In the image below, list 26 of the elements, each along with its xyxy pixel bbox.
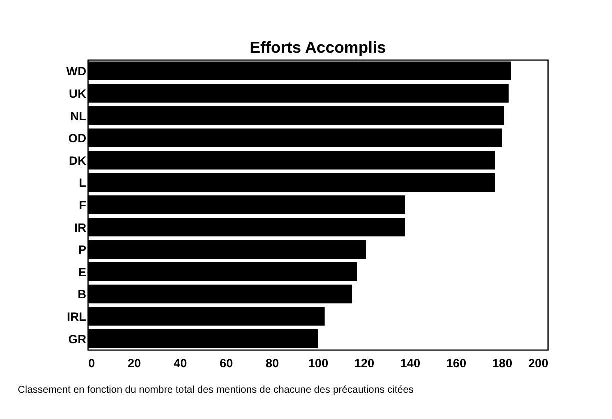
chart-title: Efforts Accomplis [250, 40, 386, 57]
y-tick-label: B [78, 288, 87, 302]
y-tick-label: WD [66, 64, 87, 79]
y-tick-label: UK [69, 86, 87, 101]
x-tick-label: 80 [266, 356, 280, 370]
x-tick-label: 40 [174, 356, 188, 370]
x-tick-label: 200 [528, 356, 549, 370]
x-tick-label: 20 [128, 356, 142, 370]
y-tick-label: IRL [67, 310, 86, 324]
x-tick-label: 120 [354, 356, 375, 370]
y-tick-label: P [78, 243, 86, 258]
y-tick-label: NL [70, 109, 86, 124]
y-tick-label: IR [74, 220, 87, 235]
y-tick-label: F [79, 198, 86, 212]
y-tick-label: L [79, 176, 86, 190]
x-tick-label: 0 [88, 356, 96, 370]
x-tick-label: 160 [446, 356, 467, 370]
x-tick-label: 60 [220, 356, 234, 370]
y-tick-label: E [78, 265, 86, 280]
y-tick-label: GR [68, 332, 87, 346]
x-tick-label: 180 [492, 356, 513, 370]
x-tick-label: 100 [308, 356, 329, 370]
y-tick-label: DK [69, 154, 87, 168]
x-tick-label: 140 [400, 356, 421, 370]
text: Classement en fonction du nombre total des mentions de chacune des précautions citées [18, 385, 414, 396]
y-tick-label: OD [68, 132, 87, 146]
